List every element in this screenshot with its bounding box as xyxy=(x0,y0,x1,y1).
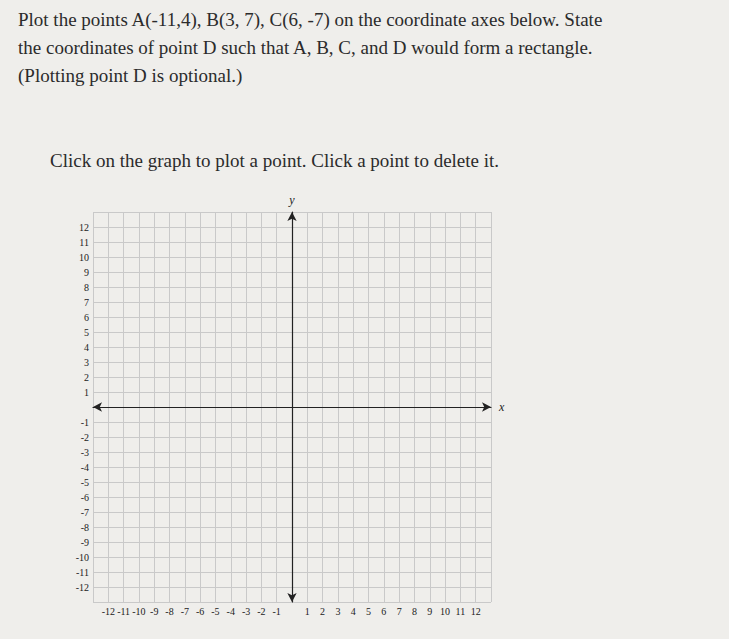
svg-text:-3: -3 xyxy=(81,447,89,458)
svg-text:1: 1 xyxy=(305,606,310,617)
svg-text:8: 8 xyxy=(412,606,417,617)
svg-text:-9: -9 xyxy=(150,606,158,617)
svg-text:-10: -10 xyxy=(76,552,89,563)
svg-text:12: 12 xyxy=(471,606,481,617)
svg-text:-12: -12 xyxy=(76,582,89,593)
svg-text:3: 3 xyxy=(335,606,340,617)
svg-text:-3: -3 xyxy=(242,606,250,617)
svg-text:-4: -4 xyxy=(227,606,235,617)
svg-text:-11: -11 xyxy=(117,606,130,617)
svg-text:-8: -8 xyxy=(165,606,173,617)
svg-text:-9: -9 xyxy=(81,537,89,548)
svg-text:y: y xyxy=(288,193,295,207)
svg-text:-1: -1 xyxy=(273,606,281,617)
html-text:Click on the graph to plot a p: Click on the graph to plot a point. Clic… xyxy=(50,150,500,171)
html-text:the coordinates of point D suc: the coordinates of point D such that A, … xyxy=(18,37,593,58)
svg-text:11: 11 xyxy=(79,237,89,248)
svg-text:6: 6 xyxy=(381,606,386,617)
svg-text:-2: -2 xyxy=(81,432,89,443)
svg-text:6: 6 xyxy=(84,312,89,323)
svg-text:1: 1 xyxy=(84,387,89,398)
svg-text:-6: -6 xyxy=(196,606,204,617)
svg-text:9: 9 xyxy=(84,267,89,278)
svg-text:4: 4 xyxy=(84,342,89,353)
svg-text:-2: -2 xyxy=(257,606,265,617)
svg-text:11: 11 xyxy=(456,606,466,617)
svg-text:-6: -6 xyxy=(81,492,89,503)
svg-text:-7: -7 xyxy=(81,507,89,518)
html-text:Plot the points A(-11,4), B(3,: Plot the points A(-11,4), B(3, 7), C(6, … xyxy=(18,9,603,30)
svg-text:x: x xyxy=(498,400,505,414)
svg-text:-5: -5 xyxy=(211,606,219,617)
svg-text:9: 9 xyxy=(427,606,432,617)
svg-text:3: 3 xyxy=(84,357,89,368)
svg-text:10: 10 xyxy=(440,606,450,617)
svg-text:5: 5 xyxy=(366,606,371,617)
svg-text:2: 2 xyxy=(84,372,89,383)
svg-text:10: 10 xyxy=(79,252,89,263)
svg-text:-10: -10 xyxy=(132,606,145,617)
svg-text:-5: -5 xyxy=(81,477,89,488)
svg-text:4: 4 xyxy=(351,606,356,617)
svg-text:-11: -11 xyxy=(76,567,89,578)
svg-text:7: 7 xyxy=(397,606,402,617)
svg-text:-8: -8 xyxy=(81,522,89,533)
svg-text:-12: -12 xyxy=(102,606,115,617)
svg-text:-1: -1 xyxy=(81,417,89,428)
svg-text:12: 12 xyxy=(79,222,89,233)
svg-text:7: 7 xyxy=(84,297,89,308)
svg-text:-7: -7 xyxy=(181,606,189,617)
svg-text:5: 5 xyxy=(84,327,89,338)
svg-text:8: 8 xyxy=(84,282,89,293)
svg-text:2: 2 xyxy=(320,606,325,617)
svg-text:-4: -4 xyxy=(81,462,89,473)
html-text:(Plotting point D is optional.: (Plotting point D is optional.) xyxy=(18,65,243,86)
